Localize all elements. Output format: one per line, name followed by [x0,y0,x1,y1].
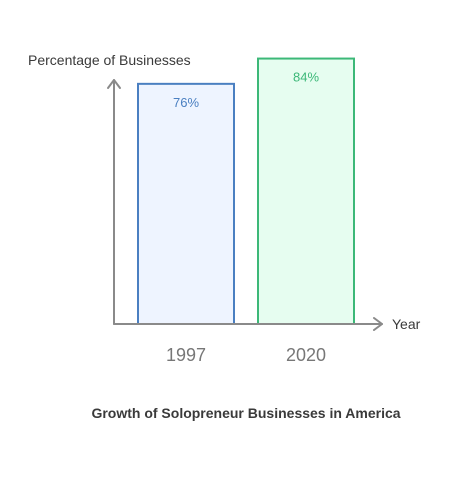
bar-1997 [137,82,235,325]
data-labels: 76% 84% [173,70,319,110]
data-label-1997: 76% [173,95,199,110]
x-tick-label-1997: 1997 [166,345,206,365]
y-axis-label: Percentage of Businesses [28,52,191,68]
data-label-2020: 84% [293,70,319,85]
bars-layer [137,57,355,326]
bar-2020 [257,57,355,326]
x-tick-labels: 1997 2020 [166,345,326,365]
x-axis-arrowhead [373,317,383,331]
x-tick-label-2020: 2020 [286,345,326,365]
x-axis-label: Year [392,316,421,332]
axes-layer [107,79,383,331]
chart-title: Growth of Solopreneur Businesses in Amer… [91,405,400,421]
y-axis-arrowhead [107,79,121,89]
